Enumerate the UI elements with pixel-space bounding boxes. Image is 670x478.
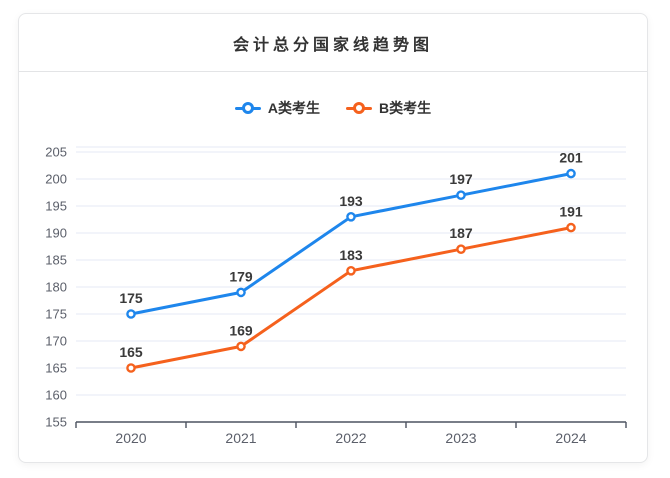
- data-point-label: 175: [119, 290, 143, 306]
- legend-item-series-b[interactable]: B类考生: [346, 98, 431, 118]
- data-point-marker[interactable]: [346, 265, 356, 276]
- y-axis-tick-label: 160: [45, 388, 67, 403]
- y-axis-tick-label: 195: [45, 199, 67, 214]
- data-point-marker[interactable]: [126, 309, 136, 319]
- data-point-marker[interactable]: [566, 222, 576, 233]
- data-point-label: 187: [449, 225, 473, 241]
- legend-label-series-b: B类考生: [379, 100, 432, 116]
- y-axis-tick-label: 205: [45, 145, 67, 160]
- data-point-marker[interactable]: [126, 363, 136, 373]
- data-point-label: 179: [229, 268, 253, 284]
- line-chart-canvas: 155 160 165 170 175 180 185 190 195 200 205 2020 202…: [45, 145, 627, 446]
- y-axis-tick-label: 190: [45, 226, 67, 241]
- line-marker-icon: [346, 101, 372, 115]
- y-axis-tick-label: 200: [45, 172, 67, 187]
- data-point-marker[interactable]: [346, 211, 356, 222]
- chart-card: 会计总分国家线趋势图 A类考生 B类考生 155 160 165 170 175 180 1…: [18, 13, 648, 463]
- data-point-marker[interactable]: [456, 190, 466, 200]
- data-point-label: 183: [339, 247, 363, 263]
- data-point-marker[interactable]: [236, 341, 246, 352]
- legend-label-series-a: A类考生: [267, 100, 320, 116]
- chart-legend: A类考生 B类考生: [19, 98, 647, 118]
- data-point-label: 165: [119, 344, 143, 360]
- y-axis-tick-label: 175: [45, 307, 67, 322]
- data-point-label: 193: [339, 193, 363, 209]
- line-marker-icon: [234, 101, 261, 115]
- data-point-marker[interactable]: [456, 244, 466, 254]
- x-axis-category-label: 2021: [225, 430, 256, 446]
- chart-header: 会计总分国家线趋势图: [19, 14, 647, 72]
- data-point-label: 197: [449, 171, 473, 187]
- x-axis-category-label: 2022: [335, 430, 366, 446]
- data-point-marker[interactable]: [566, 168, 576, 179]
- y-axis-tick-label: 165: [45, 361, 67, 376]
- y-axis-tick-label: 180: [45, 280, 67, 295]
- data-point-label: 169: [229, 322, 253, 338]
- chart-title: 会计总分国家线趋势图: [232, 36, 433, 54]
- y-axis-tick-label: 185: [45, 253, 67, 268]
- data-point-marker[interactable]: [236, 287, 246, 298]
- y-axis-tick-label: 170: [45, 334, 67, 349]
- x-axis-category-label: 2023: [445, 430, 476, 446]
- data-point-label: 201: [559, 150, 583, 166]
- x-axis-category-label: 2024: [555, 430, 586, 446]
- y-axis-tick-label: 155: [45, 415, 67, 430]
- data-point-label: 191: [559, 204, 583, 220]
- x-axis-category-label: 2020: [115, 430, 146, 446]
- legend-item-series-a[interactable]: A类考生: [234, 98, 320, 118]
